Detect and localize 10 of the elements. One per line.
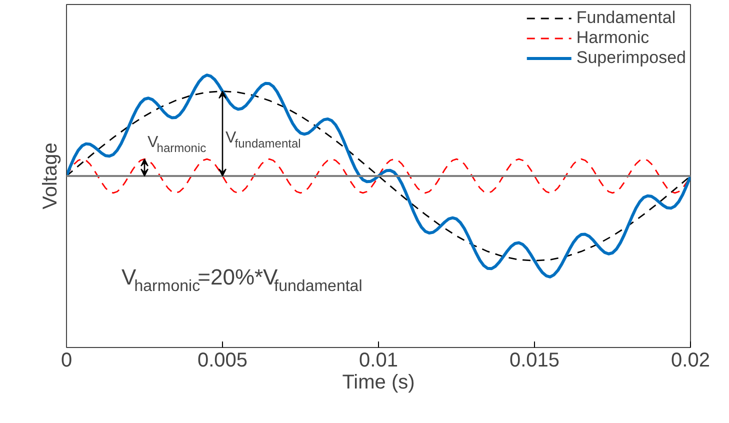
x-tick-label: 0.015 xyxy=(509,350,560,372)
legend-label: Fundamental xyxy=(576,8,676,28)
x-axis-title: Time (s) xyxy=(342,372,415,394)
x-tick-label: 0.02 xyxy=(671,350,710,372)
legend-label: Superimposed xyxy=(576,48,686,68)
legend-label: Harmonic xyxy=(576,28,650,48)
y-axis-title: Voltage xyxy=(40,142,62,210)
x-tick-label: 0 xyxy=(60,350,72,372)
x-tick-label: 0.005 xyxy=(197,350,248,372)
x-tick-label: 0.01 xyxy=(359,350,398,372)
